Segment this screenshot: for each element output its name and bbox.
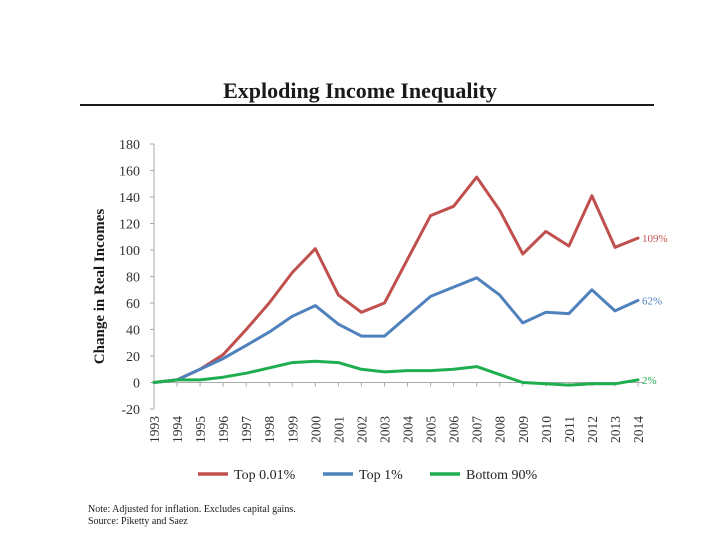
y-tick-labels: -20 0 20 40 60 80 100 120 140 160 180 bbox=[119, 138, 140, 418]
source-text: Source: Piketty and Saez bbox=[88, 516, 188, 527]
series-line-top-0-01 bbox=[152, 175, 640, 384]
x-tick-label: 1999 bbox=[285, 416, 300, 443]
legend: Top 0.01% Top 1% Bottom 90% bbox=[198, 468, 538, 483]
y-tick-label: 140 bbox=[119, 191, 140, 206]
y-tick-label: 0 bbox=[133, 377, 140, 392]
y-tick-label: 80 bbox=[126, 271, 140, 286]
x-tick-label: 2003 bbox=[377, 416, 392, 443]
series-lines bbox=[152, 175, 640, 387]
chart-title: Exploding Income Inequality bbox=[223, 78, 497, 103]
legend-label: Top 1% bbox=[359, 468, 403, 483]
x-tick-label: 2012 bbox=[585, 416, 600, 443]
legend-label: Bottom 90% bbox=[466, 468, 538, 483]
x-tick-label: 2010 bbox=[539, 416, 554, 443]
x-tick-label: 2000 bbox=[308, 416, 323, 443]
x-tick-label: 2014 bbox=[631, 416, 646, 443]
y-tick-label: 40 bbox=[126, 324, 140, 339]
x-tick-label: 2005 bbox=[424, 416, 439, 443]
x-tick-label: 2001 bbox=[331, 416, 346, 443]
title-underline bbox=[80, 104, 654, 106]
y-axis-title: Change in Real Incomes bbox=[92, 209, 108, 365]
x-tick-label: 2009 bbox=[516, 416, 531, 443]
x-tick-label: 2004 bbox=[401, 416, 416, 443]
x-tick-label: 2008 bbox=[493, 416, 508, 443]
end-label-top-0-01: 109% bbox=[642, 233, 668, 245]
x-tick-label: 2006 bbox=[447, 416, 462, 443]
legend-label: Top 0.01% bbox=[234, 468, 296, 483]
x-tick-label: 1996 bbox=[216, 416, 231, 443]
y-tick-label: 60 bbox=[126, 297, 140, 312]
x-tick-label: 2002 bbox=[354, 416, 369, 443]
end-label-bottom-90: 2% bbox=[642, 375, 657, 387]
series-line-top-1 bbox=[152, 276, 640, 384]
axes bbox=[150, 143, 644, 410]
y-tick-label: 120 bbox=[119, 218, 140, 233]
series-line-bottom-90 bbox=[152, 359, 640, 387]
end-labels: 109% 62% 2% bbox=[642, 233, 668, 387]
x-tick-labels: 1993 1994 1995 1996 1997 1998 1999 2000 2001 2002… bbox=[147, 416, 646, 443]
y-tick-label: 160 bbox=[119, 165, 140, 180]
chart-notes: Note: Adjusted for inflation. Excludes c… bbox=[88, 504, 296, 528]
y-tick-label: -20 bbox=[121, 403, 140, 418]
x-tick-label: 1997 bbox=[239, 416, 254, 443]
x-tick-label: 1994 bbox=[170, 416, 185, 443]
end-label-top-1: 62% bbox=[642, 295, 662, 307]
x-tick-label: 2007 bbox=[470, 416, 485, 443]
x-tick-label: 2011 bbox=[562, 416, 577, 443]
y-tick-label: 180 bbox=[119, 138, 140, 153]
y-tick-label: 100 bbox=[119, 244, 140, 259]
x-tick-label: 1993 bbox=[147, 416, 162, 443]
x-tick-label: 2013 bbox=[608, 416, 623, 443]
note-text: Note: Adjusted for inflation. Excludes c… bbox=[88, 504, 296, 515]
x-tick-label: 1995 bbox=[193, 416, 208, 443]
y-tick-label: 20 bbox=[126, 350, 140, 365]
x-tick-label: 1998 bbox=[262, 416, 277, 443]
